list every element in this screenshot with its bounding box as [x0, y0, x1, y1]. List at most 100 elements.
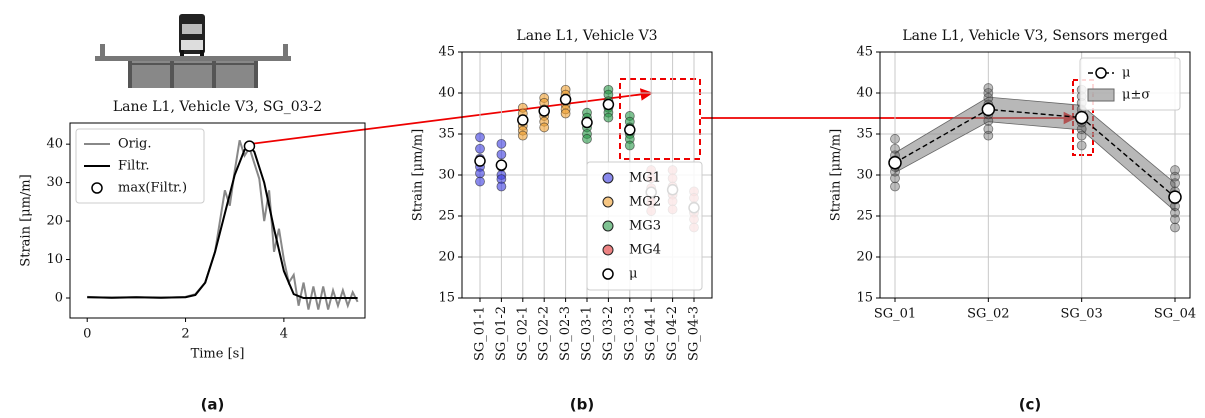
x-tick-label: SG_01: [874, 307, 916, 322]
point: [1170, 214, 1180, 225]
point: [496, 138, 507, 149]
point: [475, 168, 485, 179]
y-tick-label: 25: [438, 209, 455, 224]
legend-swatch: [1095, 67, 1107, 79]
marker: [538, 105, 550, 117]
y-tick-label: 40: [46, 137, 63, 152]
point: [496, 181, 507, 192]
x-tick-label: SG_04-1: [644, 306, 659, 361]
marker: [559, 93, 572, 106]
series-line: [87, 144, 358, 299]
point: [475, 143, 485, 154]
y-axis-label: Strain [μm/m]: [411, 129, 426, 221]
point: [1076, 130, 1087, 141]
legend-label: MG4: [629, 243, 661, 258]
legend-label: max(Filtr.): [118, 181, 187, 196]
y-tick-label: 35: [856, 127, 873, 142]
point: [475, 176, 485, 187]
plot-frame: [879, 51, 1191, 299]
point: [983, 130, 994, 141]
y-tick-label: 40: [856, 86, 873, 101]
x-tick-label: SG_04-2: [665, 306, 680, 361]
chart-title: Lane L1, Vehicle V3: [516, 28, 657, 44]
x-axis-label: Time [s]: [191, 347, 245, 362]
y-tick-label: 15: [438, 291, 455, 306]
x-tick-label: 2: [181, 327, 189, 342]
legend-swatch: [602, 268, 614, 280]
point: [983, 115, 994, 126]
y-tick-label: 45: [856, 45, 873, 60]
band: [894, 96, 1176, 212]
x-tick-label: SG_04: [1154, 307, 1196, 322]
point: [890, 134, 900, 144]
y-tick-label: 30: [856, 168, 873, 183]
legend-box: [586, 161, 703, 291]
legend-swatch: [602, 220, 614, 232]
marker: [243, 140, 256, 152]
legend-label: Orig.: [118, 137, 151, 152]
x-tick-label: SG_02-2: [537, 306, 552, 361]
point: [624, 140, 635, 151]
chart-panel: 0 10 20 30 40 0 2 4 Lane L1, Vehicle V3, SG_03-2…: [19, 99, 366, 414]
y-tick-label: 30: [46, 175, 63, 190]
plot-frame: [69, 122, 366, 319]
point: [582, 134, 592, 144]
point: [560, 108, 571, 119]
x-tick-label: SG_02-1: [515, 306, 530, 361]
x-tick-label: SG_02-3: [558, 306, 573, 361]
y-axis-label: Strain [μm/m]: [19, 174, 34, 266]
plot-frame: [461, 51, 713, 299]
chart-title: Lane L1, Vehicle V3, SG_03-2: [113, 99, 322, 115]
y-tick-label: 45: [438, 45, 455, 60]
marker: [1168, 190, 1182, 204]
legend-label: μ: [1122, 66, 1130, 81]
legend-swatch: [602, 244, 614, 256]
point: [890, 181, 900, 192]
series-line: [894, 108, 1176, 198]
legend-label: MG2: [629, 195, 661, 210]
x-tick-label: 0: [83, 327, 91, 342]
y-tick-label: 20: [46, 214, 63, 229]
legend-label: μ±σ: [1122, 88, 1150, 103]
chart-title: Lane L1, Vehicle V3, Sensors merged: [902, 28, 1167, 44]
y-tick-label: 30: [438, 168, 455, 183]
x-tick-label: SG_03-2: [601, 306, 616, 361]
point: [475, 132, 485, 143]
y-tick-label: 0: [55, 291, 63, 306]
legend-label: Filtr.: [118, 159, 149, 174]
point: [1076, 140, 1087, 151]
marker: [517, 114, 529, 126]
point: [1170, 222, 1180, 233]
point: [517, 130, 528, 141]
panel-label: (b): [570, 396, 594, 414]
point: [1170, 178, 1180, 189]
legend-box: [75, 128, 205, 204]
point: [983, 88, 994, 98]
legend-swatch: [602, 196, 614, 208]
x-tick-label: SG_03-1: [580, 306, 595, 361]
y-tick-label: 40: [438, 86, 455, 101]
y-tick-label: 10: [46, 252, 63, 267]
legend-swatch: [91, 182, 103, 194]
bridge-icon: [95, 14, 291, 88]
point: [603, 112, 614, 123]
x-tick-label: SG_02: [967, 307, 1009, 322]
x-tick-label: SG_03: [1060, 307, 1102, 322]
y-tick-label: 15: [856, 291, 873, 306]
x-tick-label: SG_03-3: [622, 306, 637, 361]
chart-panel: 15 20 25 30 35 40 45 SG_01-1 SG_01-2 SG_02-1 SG_02…: [411, 28, 713, 414]
y-tick-label: 20: [856, 250, 873, 265]
marker: [624, 124, 636, 136]
y-tick-label: 35: [438, 127, 455, 142]
x-tick-label: SG_01-2: [494, 306, 509, 361]
x-tick-label: SG_04-3: [687, 306, 702, 361]
legend-label: μ: [629, 267, 637, 282]
x-tick-label: 4: [280, 327, 288, 342]
panel-label: (a): [201, 396, 225, 414]
panel-label: (c): [1019, 396, 1042, 414]
marker: [981, 102, 996, 117]
y-tick-label: 20: [438, 250, 455, 265]
legend-swatch: [1087, 88, 1115, 102]
marker: [474, 155, 486, 167]
point: [496, 149, 507, 160]
